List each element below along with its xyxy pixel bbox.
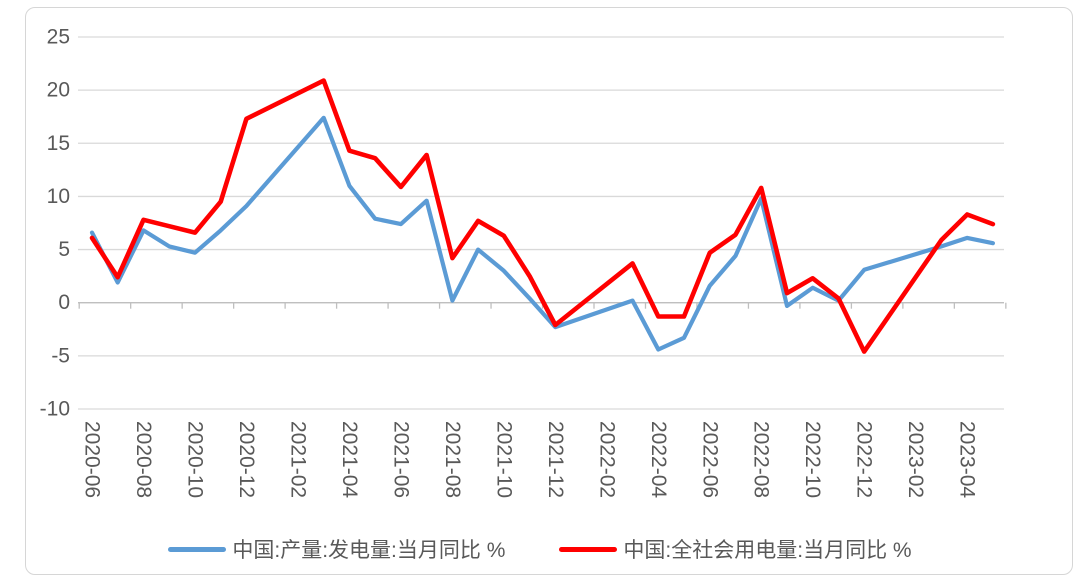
y-tick-label: 0 — [58, 291, 70, 314]
x-tick-label: 2023-04 — [956, 421, 979, 498]
x-tick-label: 2022-02 — [595, 421, 618, 498]
x-tick-label: 2022-04 — [647, 421, 670, 498]
x-tick-label: 2021-02 — [286, 421, 309, 498]
x-tick-label: 2020-12 — [235, 421, 258, 498]
generation-series-line — [89, 115, 995, 352]
x-tick-label: 2021-04 — [338, 421, 361, 498]
y-tick-label: -5 — [51, 344, 70, 367]
x-tick-label: 2022-10 — [801, 421, 824, 498]
x-tick-label: 2022-12 — [853, 421, 876, 498]
series-lines — [89, 78, 996, 354]
x-tick-label: 2022-06 — [698, 421, 721, 498]
legend: 中国:产量:发电量:当月同比 % 中国:全社会用电量:当月同比 % — [0, 531, 1080, 567]
y-axis-labels: 25 20 15 10 5 0 -5 -10 — [40, 26, 70, 421]
x-tick-label: 2020-10 — [183, 421, 206, 498]
consumption-series-line — [89, 78, 996, 354]
y-tick-label: 25 — [47, 26, 70, 49]
generation-line-swatch — [168, 546, 227, 552]
chart-frame — [25, 7, 1073, 575]
x-axis-labels: 2020-06 2020-08 2020-10 2020-12 2021-02 2021-… — [81, 421, 979, 498]
y-tick-label: 5 — [58, 238, 70, 261]
x-tick-label: 2022-08 — [750, 421, 773, 498]
x-tick-label: 2023-02 — [904, 421, 927, 498]
consumption-line-swatch — [559, 546, 618, 552]
x-tick-label: 2021-10 — [492, 421, 515, 498]
y-tick-label: -10 — [40, 397, 70, 420]
x-tick-label: 2021-12 — [544, 421, 567, 498]
generation-legend-label: 中国:产量:发电量:当月同比 % — [232, 539, 506, 562]
x-tick-label: 2020-08 — [132, 421, 155, 498]
x-tick-label: 2021-06 — [389, 421, 412, 498]
legend-item-generation[interactable]: 中国:产量:发电量:当月同比 % — [168, 534, 505, 564]
consumption-legend-label: 中国:全社会用电量:当月同比 % — [623, 539, 912, 562]
x-tick-label: 2021-08 — [441, 421, 464, 498]
y-tick-label: 20 — [47, 79, 70, 102]
x-tick-label: 2020-06 — [81, 421, 104, 498]
y-tick-label: 10 — [47, 185, 70, 208]
legend-item-consumption[interactable]: 中国:全社会用电量:当月同比 % — [559, 534, 912, 564]
y-tick-label: 15 — [47, 132, 70, 155]
